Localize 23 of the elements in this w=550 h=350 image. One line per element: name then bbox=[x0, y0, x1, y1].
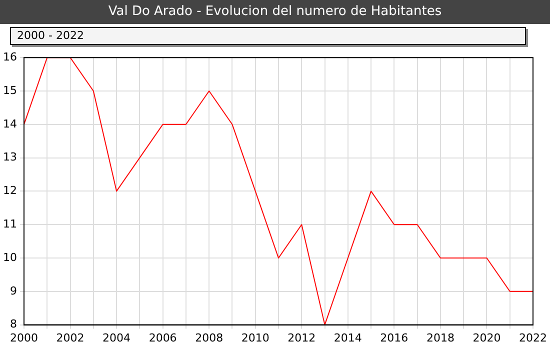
y-tick-label: 11 bbox=[2, 217, 17, 230]
x-tick-label: 2018 bbox=[426, 331, 454, 344]
x-tick-label: 2010 bbox=[241, 331, 270, 344]
x-tick-label: 2000 bbox=[10, 331, 38, 344]
y-tick-label: 12 bbox=[2, 184, 17, 198]
x-tick-label: 2004 bbox=[102, 331, 131, 344]
y-tick-label: 13 bbox=[2, 150, 17, 164]
x-tick-label: 2014 bbox=[334, 331, 362, 344]
x-tick-label: 2002 bbox=[56, 331, 84, 344]
x-tick-label: 2020 bbox=[472, 331, 501, 344]
x-tick-label: 2008 bbox=[195, 331, 224, 344]
y-tick-label: 8 bbox=[10, 318, 17, 331]
x-tick-label: 2006 bbox=[148, 331, 177, 344]
chart-title: Val Do Arado - Evolucion del numero de Habitantes bbox=[0, 0, 550, 24]
y-tick-label: 10 bbox=[2, 250, 17, 264]
x-tick-label: 2022 bbox=[519, 331, 548, 344]
y-tick-label: 15 bbox=[2, 84, 17, 97]
x-tick-label: 2016 bbox=[380, 331, 408, 344]
y-tick-label: 14 bbox=[2, 117, 17, 130]
y-tick-label: 16 bbox=[2, 50, 17, 64]
x-tick-label: 2012 bbox=[288, 331, 316, 344]
y-tick-label: 9 bbox=[10, 284, 17, 298]
chart-subtitle: 2000 - 2022 bbox=[10, 27, 526, 45]
